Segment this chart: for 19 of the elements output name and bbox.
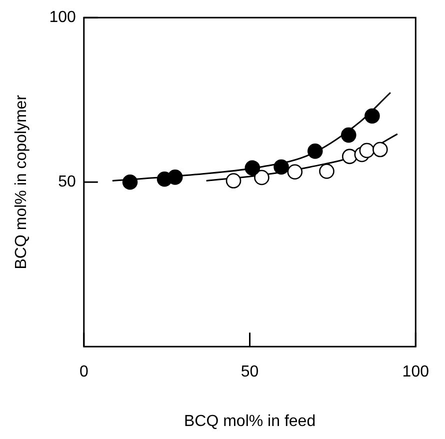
point <box>244 160 260 176</box>
point <box>359 142 375 158</box>
y-axis-title: BCQ mol% in copolymer <box>13 94 30 270</box>
point <box>342 148 358 164</box>
x-axis-title: BCQ mol% in feed <box>184 412 316 430</box>
point <box>340 127 356 143</box>
point <box>226 173 242 188</box>
x-tick-label: 0 <box>79 364 88 381</box>
point <box>274 159 289 175</box>
point <box>364 108 380 124</box>
point <box>372 142 388 158</box>
point <box>254 170 270 186</box>
point <box>167 170 183 185</box>
x-tick-label: 100 <box>402 364 430 381</box>
point <box>307 144 323 159</box>
point <box>287 164 303 180</box>
point <box>319 164 334 179</box>
point <box>122 174 138 190</box>
x-tick-label: 50 <box>240 364 259 381</box>
